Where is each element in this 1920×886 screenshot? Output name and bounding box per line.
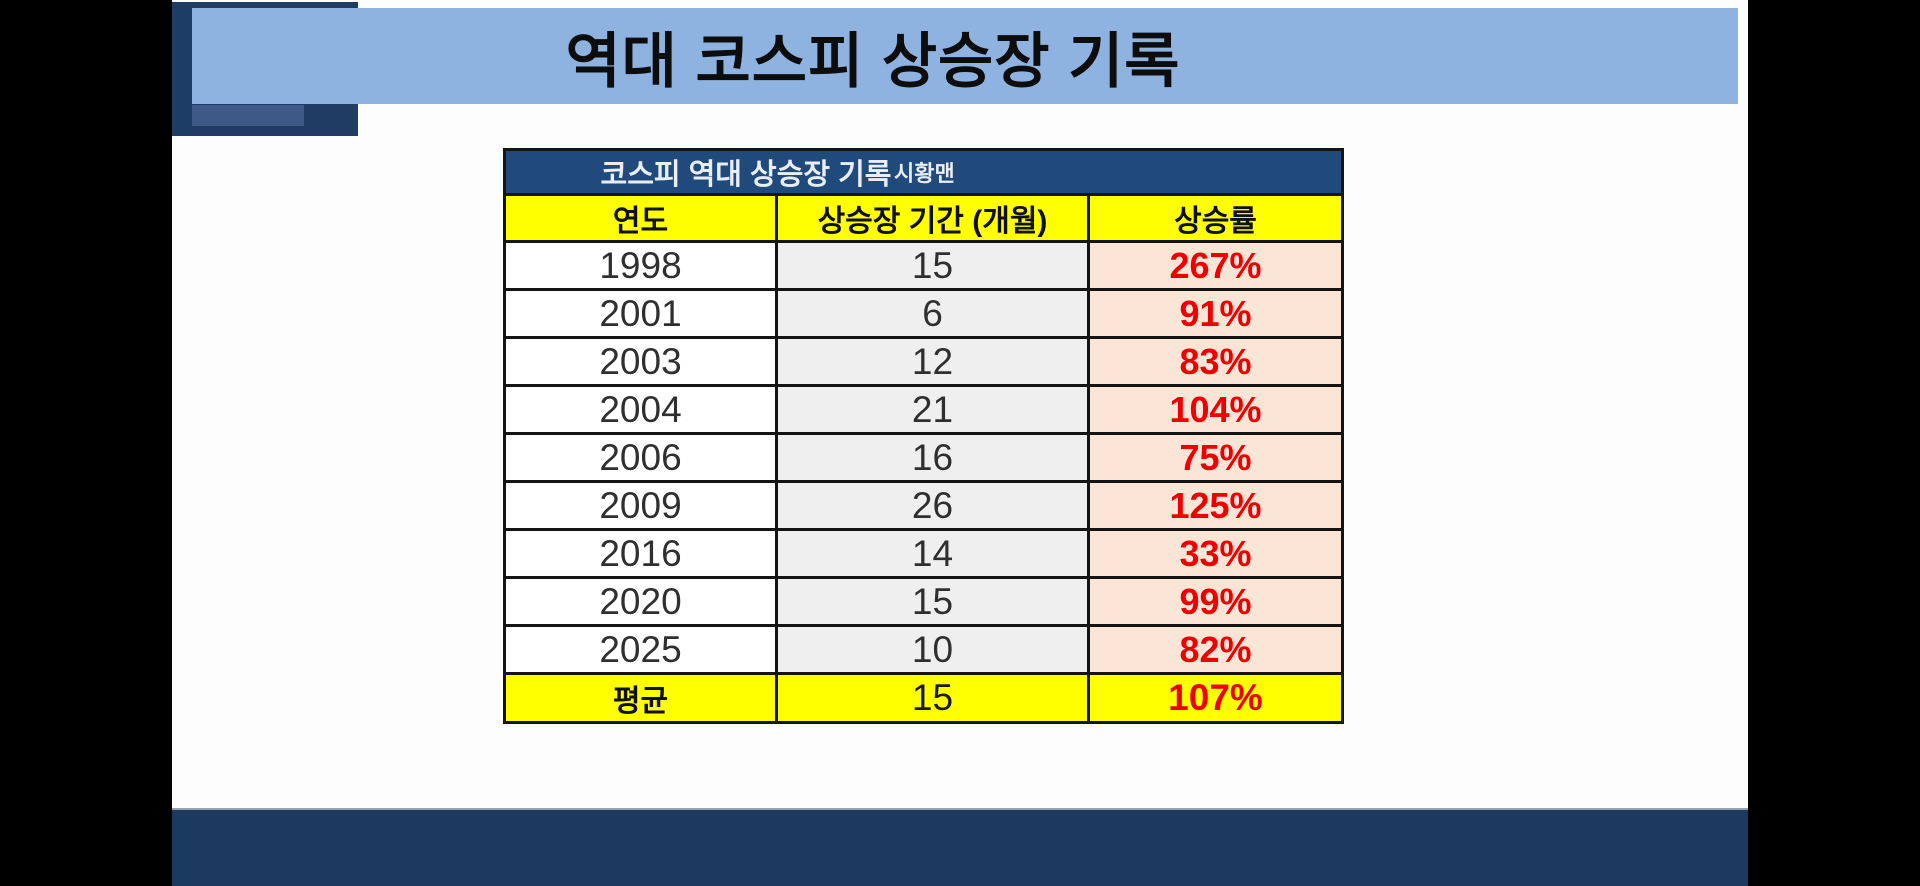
year-cell: 2001 — [503, 288, 778, 339]
average-months-cell: 15 — [775, 672, 1090, 724]
column-header-gain: 상승률 — [1087, 193, 1344, 243]
presentation-slide: 역대 코스피 상승장 기록 코스피 역대 상승장 기록 시황맨 연도 상승장 기… — [172, 0, 1748, 886]
average-gain-cell: 107% — [1087, 672, 1344, 724]
table-row: 2025 10 82% — [503, 624, 1344, 675]
gain-cell: 33% — [1087, 528, 1344, 579]
gain-cell: 125% — [1087, 480, 1344, 531]
table-row: 2004 21 104% — [503, 384, 1344, 435]
months-cell: 6 — [775, 288, 1090, 339]
year-cell: 2004 — [503, 384, 778, 435]
gain-cell: 91% — [1087, 288, 1344, 339]
year-cell: 2003 — [503, 336, 778, 387]
table-title: 코스피 역대 상승장 기록 — [600, 159, 892, 191]
table-row: 1998 15 267% — [503, 240, 1344, 291]
gain-cell: 267% — [1087, 240, 1344, 291]
months-cell: 12 — [775, 336, 1090, 387]
gain-cell: 83% — [1087, 336, 1344, 387]
column-header-period: 상승장 기간 (개월) — [775, 193, 1090, 243]
table-byline: 시황맨 — [894, 161, 955, 186]
gain-cell: 99% — [1087, 576, 1344, 627]
gain-cell: 75% — [1087, 432, 1344, 483]
table-row: 2020 15 99% — [503, 576, 1344, 627]
year-cell: 2009 — [503, 480, 778, 531]
table-row: 2009 26 125% — [503, 480, 1344, 531]
table-average-row: 평균 15 107% — [503, 672, 1344, 724]
gain-cell: 104% — [1087, 384, 1344, 435]
year-cell: 1998 — [503, 240, 778, 291]
kospi-bull-market-table: 코스피 역대 상승장 기록 시황맨 연도 상승장 기간 (개월) 상승률 199… — [503, 148, 1344, 724]
slide-title: 역대 코스피 상승장 기록 — [565, 27, 1181, 95]
months-cell: 14 — [775, 528, 1090, 579]
title-accent-bar — [192, 105, 304, 126]
slide-title-banner: 역대 코스피 상승장 기록 — [192, 8, 1738, 104]
months-cell: 10 — [775, 624, 1090, 675]
gain-cell: 82% — [1087, 624, 1344, 675]
table-header-row: 연도 상승장 기간 (개월) 상승률 — [503, 193, 1344, 243]
months-cell: 26 — [775, 480, 1090, 531]
table-row: 2016 14 33% — [503, 528, 1344, 579]
slide-bottom-bar — [172, 808, 1748, 886]
months-cell: 15 — [775, 240, 1090, 291]
kospi-table-body: 1998 15 267% 2001 6 91% 2003 12 83% 2004 21 104% 200… — [503, 240, 1344, 675]
months-cell: 16 — [775, 432, 1090, 483]
year-cell: 2006 — [503, 432, 778, 483]
table-row: 2003 12 83% — [503, 336, 1344, 387]
months-cell: 21 — [775, 384, 1090, 435]
table-row: 2006 16 75% — [503, 432, 1344, 483]
average-label-cell: 평균 — [503, 672, 778, 724]
table-container: 코스피 역대 상승장 기록 시황맨 연도 상승장 기간 (개월) 상승률 199… — [503, 148, 1344, 724]
table-title-row: 코스피 역대 상승장 기록 시황맨 — [503, 148, 1344, 196]
table-title-cell: 코스피 역대 상승장 기록 시황맨 — [503, 148, 1344, 196]
table-row: 2001 6 91% — [503, 288, 1344, 339]
months-cell: 15 — [775, 576, 1090, 627]
year-cell: 2020 — [503, 576, 778, 627]
year-cell: 2025 — [503, 624, 778, 675]
year-cell: 2016 — [503, 528, 778, 579]
column-header-year: 연도 — [503, 193, 778, 243]
